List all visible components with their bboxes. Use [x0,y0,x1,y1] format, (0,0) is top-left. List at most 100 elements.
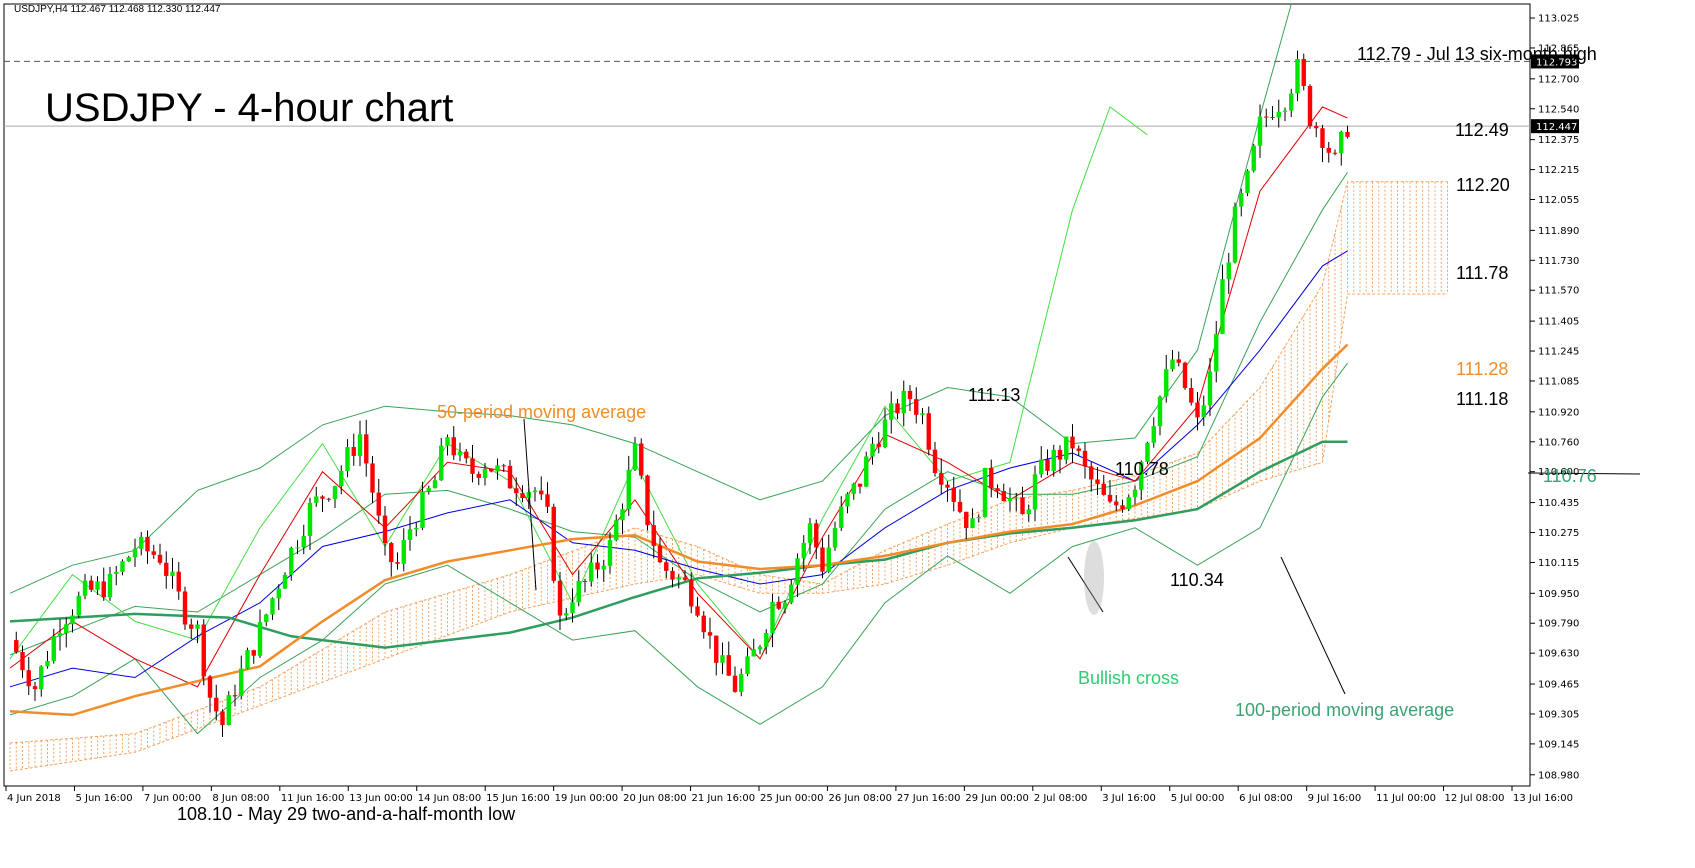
bear-candle-body [595,562,600,570]
y-tick-label: 109.465 [1538,680,1579,691]
candle [732,666,738,693]
candle [395,552,400,570]
candle [926,406,931,456]
bull-candle-body [870,443,875,457]
candle [82,573,88,600]
plot-frame [3,3,1531,787]
bear-candle-body [89,580,94,590]
bear-candle-body [1320,128,1325,148]
candle [32,681,38,701]
bollinger-lower [9,362,1348,735]
candle [876,431,881,454]
y-tick-label: 111.890 [1538,226,1579,237]
candle [1176,351,1181,367]
bear-candle-body [926,413,931,450]
bull-candle-body [739,674,744,692]
bull-candle-body [270,598,275,615]
chikou-span [9,106,1148,660]
candle [1339,130,1344,166]
candle [676,574,681,589]
annotations: 112.79 - Jul 13 six-month high 112.49 112.… [177,44,1597,824]
candle [439,437,444,481]
bull-candle-body [239,668,244,696]
candle [826,534,831,574]
candle [795,553,800,597]
candle [432,475,438,489]
bull-candle-body [307,502,313,537]
y-tick-label: 111.730 [1538,256,1579,267]
bull-candle-body [564,613,569,616]
bull-candle-body [1214,334,1219,372]
bear-candle-body [1189,387,1194,403]
bear-candle-body [726,655,731,676]
bull-candle-body [789,584,794,603]
candle [1026,504,1031,522]
candle [939,458,944,495]
candle [176,562,181,600]
bollinger-upper [9,3,1292,594]
x-tick-label: 13 Jun 00:00 [349,793,413,804]
bear-candle-body [351,447,356,456]
candle [1057,445,1063,474]
bull-candle-body [1232,206,1238,263]
bull-candle-body [1289,93,1294,111]
candle [64,617,69,648]
bear-candle-body [857,483,863,487]
candle [239,655,244,700]
candle [1095,466,1100,496]
x-tick-label: 12 Jul 08:00 [1445,793,1505,804]
bull-candle-body [1151,426,1156,443]
candle [532,487,538,502]
y-tick-label: 108.980 [1538,770,1579,781]
bull-candle-body [1164,369,1169,397]
bull-candle-body [482,468,488,478]
candle [357,420,363,467]
candle [707,617,713,649]
x-tick-label: 2 Jul 08:00 [1034,793,1088,804]
bear-candle-body [939,473,944,485]
bear-candle-body [1270,116,1275,118]
candle [1289,88,1294,117]
bull-candle-body [1339,131,1344,154]
candle [1014,492,1019,512]
y-tick-label: 109.790 [1538,619,1579,630]
candle [914,387,919,424]
bull-candle-body [970,518,975,529]
bear-candle-body [951,487,956,502]
bull-candle-body [532,490,538,493]
candle [1107,480,1113,504]
ma100-level-leader [1527,472,1641,475]
bear-candle-body [389,543,394,563]
y-tick-label: 111.245 [1538,347,1579,358]
bear-candle-body [695,606,700,616]
candle [132,538,138,567]
bear-candle-body [957,501,963,512]
bull-candle-body [1251,145,1256,171]
candle [1076,445,1081,457]
candle [120,559,125,576]
bull-candle-body [414,527,419,530]
bull-candle-body [107,573,113,598]
candle [145,530,150,564]
candle [639,438,644,480]
candle [1245,169,1250,197]
ma50-leader [523,418,537,591]
bull-candle-body [445,437,450,446]
candle [1064,436,1069,465]
bear-candle-body [1195,402,1200,418]
candle [39,665,44,697]
candle [101,567,106,601]
candle [1195,391,1200,431]
x-tick-label: 27 Jun 16:00 [897,793,961,804]
candle [232,684,238,707]
bear-candle-body [101,581,106,598]
bull-candle-body [745,656,750,675]
y-tick-label: 110.760 [1538,437,1579,448]
bull-candle-body [70,615,75,625]
candle [1232,202,1238,264]
x-tick-label: 5 Jun 16:00 [75,793,132,804]
bear-candle-body [820,547,825,572]
bull-candle-body [839,506,844,528]
candle [1032,465,1038,521]
